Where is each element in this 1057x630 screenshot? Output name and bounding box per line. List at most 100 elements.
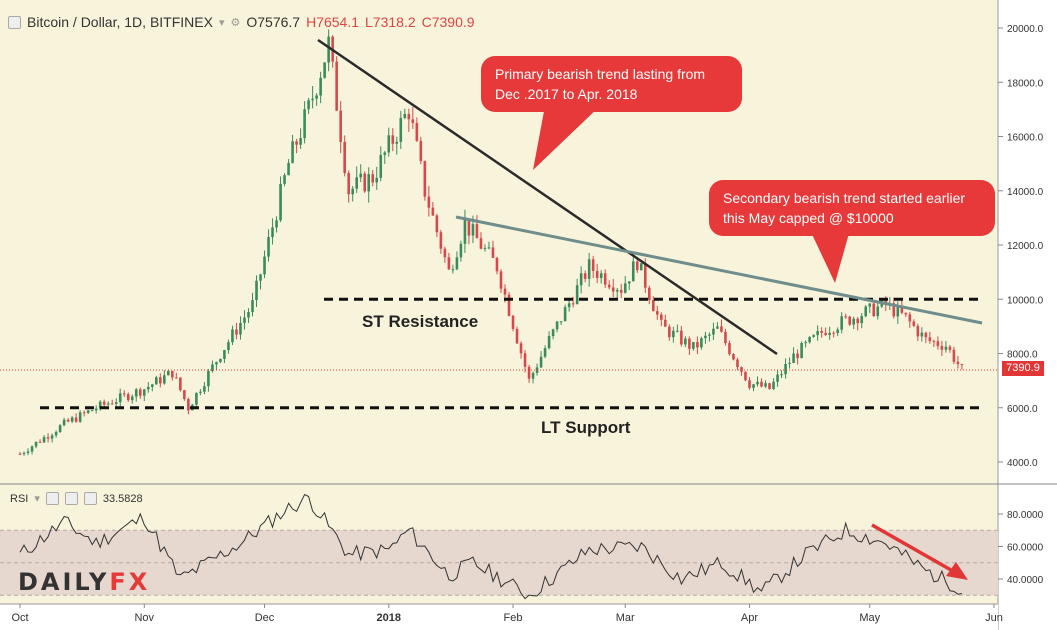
- candle-body: [159, 377, 162, 384]
- candle-body: [66, 419, 70, 422]
- candle-body: [864, 306, 868, 317]
- collapse-icon[interactable]: [8, 15, 21, 29]
- candle-body: [163, 375, 166, 384]
- candle-body: [744, 371, 747, 381]
- candle-body: [732, 354, 735, 360]
- candle-body: [150, 384, 154, 387]
- candle-body: [487, 247, 491, 249]
- chevron-down-icon[interactable]: ▾: [34, 493, 40, 505]
- candle-body: [551, 329, 555, 337]
- last-price-tag: 7390.9: [1002, 361, 1044, 376]
- candle-body: [852, 318, 856, 325]
- candle-body: [772, 381, 775, 389]
- candle-body: [154, 377, 158, 385]
- symbol-title[interactable]: Bitcoin / Dollar, 1D, BITFINEX: [27, 14, 213, 30]
- x-tick-label: Dec: [255, 612, 275, 624]
- candle-body: [239, 323, 242, 335]
- callout-secondary-trend: Secondary bearish trend started earlier …: [709, 180, 995, 236]
- candle-body: [287, 162, 290, 176]
- y-tick-label: 6000.0: [1007, 404, 1038, 415]
- candle-body: [571, 303, 575, 305]
- candle-body: [808, 336, 811, 343]
- candle-body: [299, 138, 302, 145]
- settings-icon[interactable]: ⚙: [230, 16, 241, 29]
- candle-body: [443, 248, 447, 258]
- candle-body: [832, 332, 835, 334]
- candle-body: [856, 318, 860, 324]
- candle-body: [183, 390, 186, 400]
- candle-body: [708, 334, 711, 336]
- x-tick-label: 2018: [377, 612, 401, 624]
- rsi-line: [19, 493, 962, 600]
- y-tick-label: 16000.0: [1007, 133, 1044, 144]
- candle-body: [102, 401, 106, 405]
- candle-body: [840, 316, 843, 330]
- candle-body: [619, 289, 623, 293]
- candle-body: [716, 326, 719, 329]
- candle-body: [423, 161, 427, 197]
- chart-header: Bitcoin / Dollar, 1D, BITFINEX ▾ ⚙ O7576…: [8, 14, 475, 30]
- candle-body: [146, 386, 150, 390]
- candle-body: [110, 403, 114, 405]
- candle-body: [90, 410, 94, 412]
- settings-icon[interactable]: [64, 492, 78, 505]
- candle-body: [46, 437, 50, 439]
- candle-body: [403, 113, 407, 118]
- y-tick-label: 14000.0: [1007, 187, 1044, 198]
- candle-body: [347, 173, 350, 195]
- candle-body: [415, 123, 419, 141]
- candle-body: [134, 389, 138, 397]
- candle-body: [70, 417, 74, 422]
- candle-body: [631, 261, 635, 282]
- candle-body: [323, 62, 326, 78]
- candle-body: [499, 271, 503, 289]
- candle-body: [872, 303, 876, 317]
- candle-body: [387, 135, 391, 153]
- candle-body: [435, 215, 439, 233]
- candle-body: [539, 356, 543, 368]
- candle-body: [607, 284, 611, 288]
- candle-body: [243, 317, 246, 324]
- candle-body: [680, 330, 683, 345]
- candle-body: [307, 100, 310, 110]
- candle-body: [615, 289, 619, 292]
- candle-body: [279, 183, 282, 221]
- candle-body: [175, 377, 178, 379]
- candle-body: [42, 437, 46, 443]
- x-tick-label: Apr: [741, 612, 758, 624]
- candle-body: [756, 381, 759, 385]
- candle-body: [736, 359, 739, 368]
- candle-body: [828, 332, 831, 335]
- x-tick-label: Nov: [134, 612, 154, 624]
- candle-body: [311, 98, 314, 101]
- candle-body: [523, 353, 527, 367]
- candle-body: [38, 441, 42, 443]
- candle-body: [611, 287, 615, 292]
- candle-body: [215, 362, 218, 365]
- candle-body: [231, 329, 234, 343]
- candle-body: [635, 261, 639, 271]
- candle-body: [363, 173, 367, 192]
- primary-trendline: [317, 38, 778, 356]
- eye-icon[interactable]: [45, 492, 59, 505]
- y-tick-label: 4000.0: [1007, 458, 1038, 469]
- candle-body: [142, 389, 146, 396]
- candle-body: [904, 312, 908, 315]
- candle-body: [18, 453, 22, 455]
- candle-body: [275, 220, 278, 228]
- candle-body: [379, 155, 383, 178]
- candle-body: [896, 306, 900, 317]
- candle-body: [471, 224, 475, 236]
- close-value: C7390.9: [421, 14, 475, 30]
- candle-body: [50, 435, 54, 439]
- candle-body: [171, 370, 174, 378]
- chevron-down-icon[interactable]: ▾: [218, 16, 225, 29]
- candle-body: [928, 337, 932, 341]
- candle-body: [740, 367, 743, 372]
- close-icon[interactable]: [83, 492, 97, 505]
- rsi-tick-label: 40.0000: [1007, 575, 1044, 586]
- rsi-name[interactable]: RSI: [10, 492, 29, 505]
- candle-body: [511, 315, 515, 329]
